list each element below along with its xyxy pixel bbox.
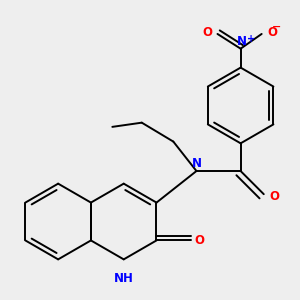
Text: O: O xyxy=(269,190,279,203)
Text: O: O xyxy=(202,26,212,39)
Text: O: O xyxy=(195,234,205,247)
Text: NH: NH xyxy=(114,272,134,285)
Text: −: − xyxy=(272,22,281,32)
Text: O: O xyxy=(267,26,277,39)
Text: N: N xyxy=(237,34,247,48)
Text: +: + xyxy=(247,34,255,44)
Text: N: N xyxy=(191,157,202,170)
